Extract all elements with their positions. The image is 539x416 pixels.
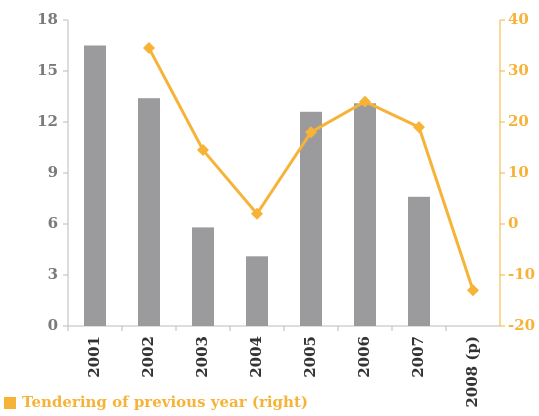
y2-tick-label: 20 (508, 112, 529, 130)
marker (251, 207, 263, 220)
bar (246, 256, 268, 326)
legend-label: Tendering of previous year (right) (22, 393, 308, 411)
bar (300, 111, 322, 326)
y-tick-label: 0 (48, 316, 58, 334)
y2-tick-label: -20 (508, 316, 535, 334)
y-tick-label: 6 (48, 214, 58, 232)
legend-swatch (4, 397, 16, 409)
y2-tick-label: 40 (508, 10, 529, 28)
bar (192, 227, 214, 326)
y-tick-label: 15 (37, 61, 58, 79)
marker (197, 144, 209, 157)
x-tick-label: 2008 (p) (463, 336, 481, 408)
bar (138, 98, 160, 326)
bar (84, 45, 106, 326)
marker (467, 284, 479, 297)
marker (359, 95, 371, 108)
marker (305, 126, 317, 139)
marker (143, 42, 155, 55)
y-tick-label: 18 (37, 10, 58, 28)
y2-tick-label: 10 (508, 163, 529, 181)
y-tick-label: 9 (48, 163, 58, 181)
y2-tick-label: -10 (508, 265, 535, 283)
x-tick-label: 2001 (85, 336, 103, 378)
marker (413, 121, 425, 134)
bar (408, 196, 430, 326)
bar (354, 103, 376, 326)
y2-tick-label: 0 (508, 214, 518, 232)
x-tick-label: 2004 (247, 336, 265, 378)
x-tick-label: 2006 (355, 336, 373, 378)
x-tick-label: 2002 (139, 336, 157, 378)
x-tick-label: 2007 (409, 336, 427, 378)
y-tick-label: 12 (37, 112, 58, 130)
y-tick-label: 3 (48, 265, 58, 283)
x-tick-label: 2003 (193, 336, 211, 378)
x-tick-label: 2005 (301, 336, 319, 378)
y2-tick-label: 30 (508, 61, 529, 79)
